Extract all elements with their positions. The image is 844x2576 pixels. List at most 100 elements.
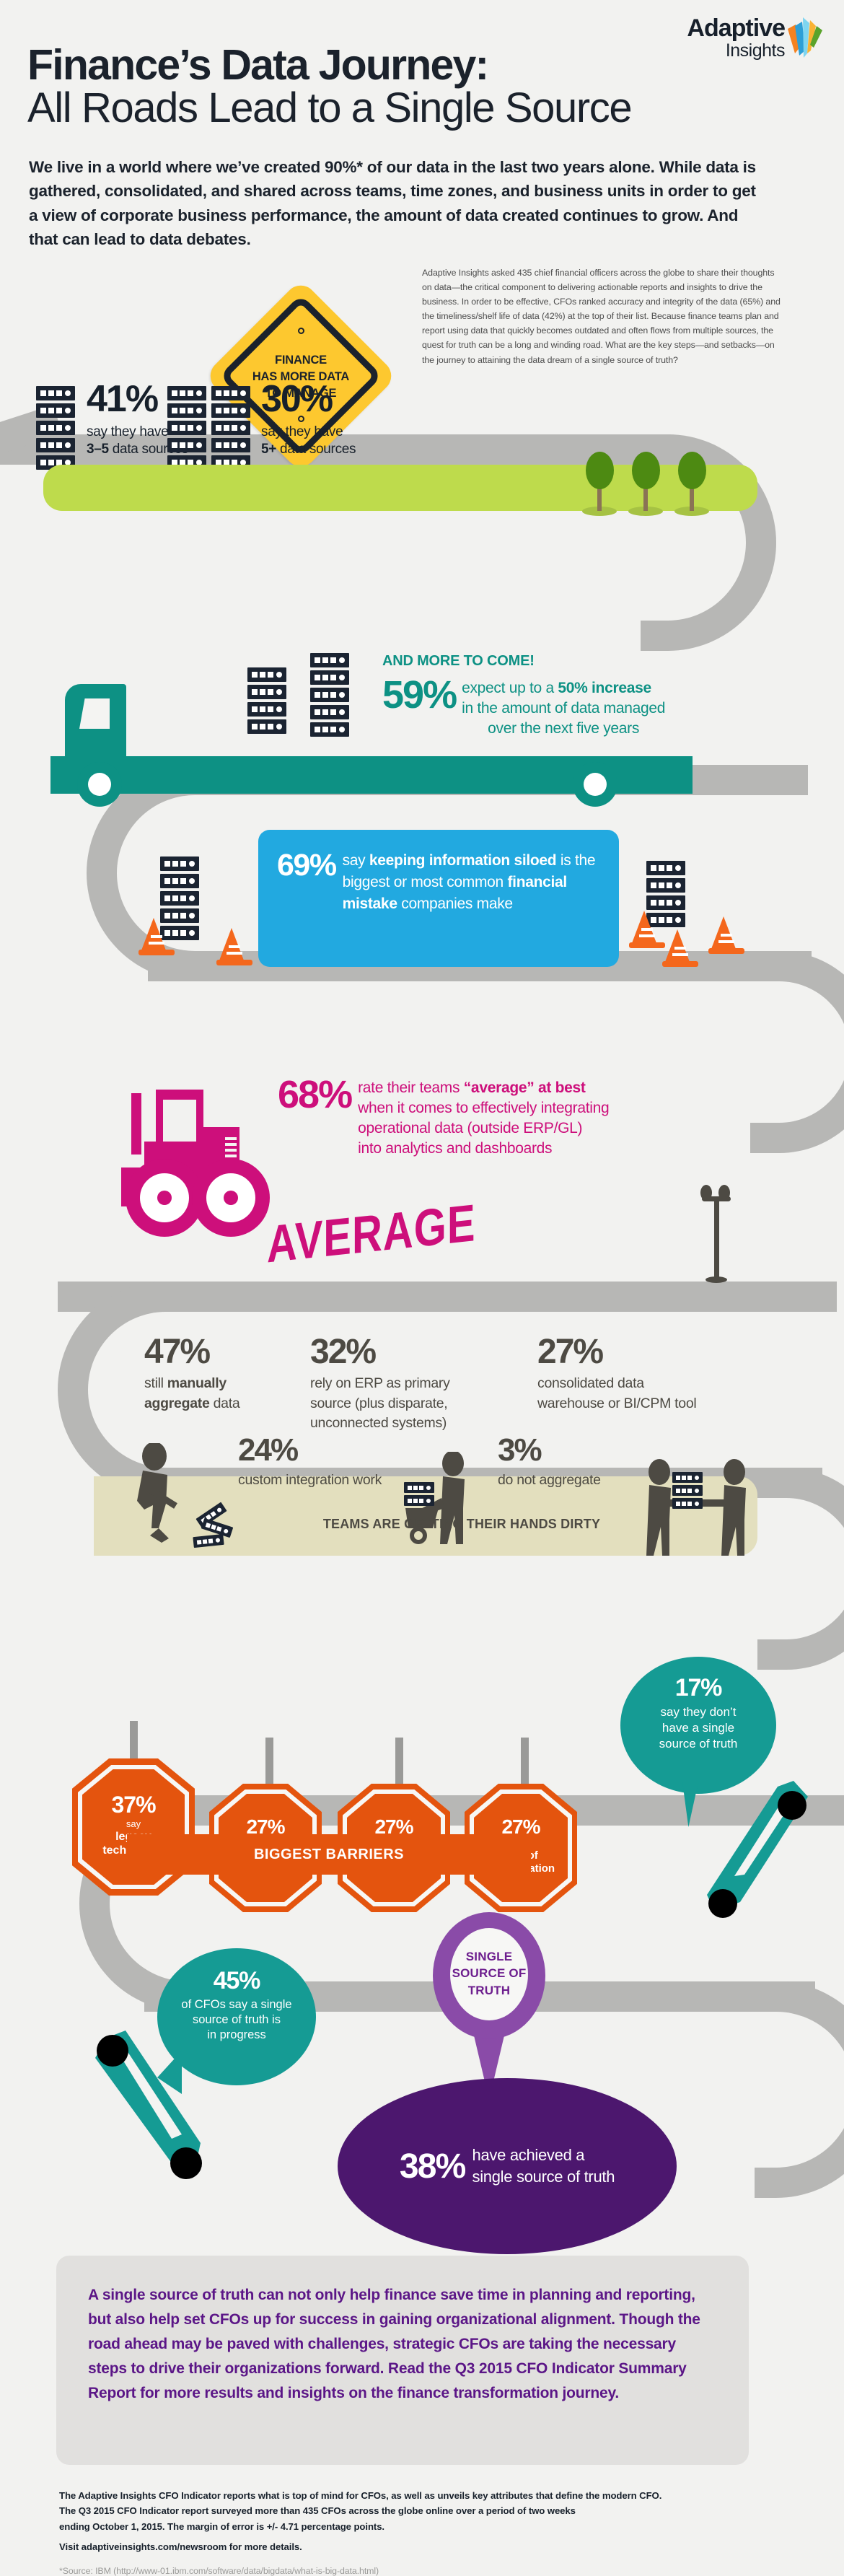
server-icon — [672, 1472, 703, 1483]
road-curve-right-3 — [757, 1468, 844, 1670]
stat-30-line1: say they have — [261, 424, 343, 439]
agg-27-label: consolidated data warehouse or BI/CPM to… — [537, 1375, 697, 1411]
server-icon — [247, 685, 286, 699]
single-source-of-truth-pin: SINGLE SOURCE OF TRUTH — [433, 1912, 545, 2104]
server-icon — [167, 421, 206, 435]
server-icon — [646, 895, 685, 910]
carried-servers — [672, 1472, 703, 1511]
agg-3-label: do not aggregate — [498, 1472, 601, 1488]
logo-wordmark: Adaptive Insights — [687, 14, 786, 60]
silo-t3b: financial mistake — [342, 873, 568, 912]
server-icon — [646, 878, 685, 893]
server-icon — [193, 1533, 224, 1548]
logo-adaptive: Adaptive — [687, 14, 786, 42]
server-icon — [247, 702, 286, 717]
footer-note-line-2: The Q3 2015 CFO Indicator report surveye… — [59, 2505, 576, 2517]
agg-stat-3: 3% do not aggregate — [498, 1434, 656, 1491]
agg-stat-47: 47% still manually aggregate data — [144, 1335, 292, 1414]
server-stack-silo-right — [646, 861, 685, 930]
car-icon-descending — [707, 1781, 808, 1918]
server-icon — [672, 1498, 703, 1509]
road-curve-right-4 — [755, 1981, 844, 2198]
stat-30-percent: 30% say they have 5+ data sources — [261, 378, 441, 459]
sign-bolt-top-icon — [298, 328, 304, 334]
server-stack-mid-a — [167, 386, 206, 473]
agg-27-value: 27% — [537, 1333, 604, 1371]
server-icon — [310, 670, 349, 685]
sign-line-3: TO MANAGE — [265, 386, 337, 400]
sign-line-1: FINANCE — [275, 354, 327, 367]
stat-38-text: have achieved a single source of truth — [472, 2145, 615, 2188]
server-icon — [36, 386, 75, 400]
stat-38-value: 38% — [399, 2147, 466, 2186]
title-line-1: Finance’s Data Journey: — [27, 41, 489, 89]
avg-line-3: operational data (outside ERP/GL) — [358, 1120, 583, 1137]
stat-41-range: 3–5 — [87, 442, 109, 457]
footer-note: The Adaptive Insights CFO Indicator repo… — [59, 2488, 781, 2534]
server-icon — [310, 705, 349, 719]
server-icon — [310, 653, 349, 667]
stat-17-value: 17% — [674, 1674, 723, 1701]
stat-30-value: 30% — [261, 378, 333, 420]
siloed-information-callout: 69% say keeping information siloed is th… — [258, 830, 619, 967]
achieved-single-source-ellipse: 38% have achieved a single source of tru… — [338, 2078, 677, 2254]
silo-t2: is the biggest or most — [342, 852, 596, 890]
pin-label: SINGLE SOURCE OF TRUTH — [450, 1948, 528, 1999]
stat-45-text: of CFOs say a single source of truth is … — [157, 1997, 316, 2043]
server-icon — [167, 438, 206, 452]
no-single-source-bubble: 17% say they don’t have a single source … — [620, 1657, 776, 1794]
stat-45-line2: source of truth is — [193, 2013, 281, 2027]
stat-69-value: 69% — [277, 848, 337, 882]
stat-30-suffix: data sources — [276, 442, 356, 457]
agg-47-post: data — [209, 1395, 240, 1411]
road-curve-right-2 — [750, 951, 844, 1153]
server-icon — [36, 438, 75, 452]
footer-visit[interactable]: Visit adaptiveinsights.com/newsroom for … — [59, 2541, 302, 2552]
truck-wheel-front — [77, 762, 122, 807]
stat-45-line3: in progress — [207, 2028, 266, 2042]
more-to-come-heading: AND MORE TO COME! — [382, 653, 535, 669]
summary-box: A single source of truth can not only he… — [56, 2256, 749, 2465]
wheelbarrow-servers — [404, 1482, 434, 1508]
biggest-barriers-banner: BIGGEST BARRIERS — [127, 1834, 531, 1875]
agg-32-label: rely on ERP as primary source (plus disp… — [310, 1375, 450, 1432]
stat-38-line1: have achieved a — [472, 2146, 585, 2165]
silo-t1b: keeping information — [369, 852, 510, 869]
server-icon — [247, 719, 286, 734]
server-icon — [646, 861, 685, 875]
server-icon — [160, 908, 199, 923]
footer-note-line-3: ending October 1, 2015. The margin of er… — [59, 2520, 384, 2532]
stat-30-range: 5+ — [261, 442, 277, 457]
avg-line-1: rate their teams “average” at best — [358, 1078, 609, 1098]
avg-line-2: when it comes to effectively integrating — [358, 1100, 610, 1117]
barrier-37-say: say — [126, 1818, 141, 1829]
server-icon — [211, 386, 250, 400]
silo-t3: common — [447, 873, 508, 890]
car-icon-ascending — [95, 2030, 202, 2179]
server-icon — [211, 438, 250, 452]
worker-wheelbarrow-icon — [405, 1452, 465, 1544]
stat-17-line1: say they don’t — [660, 1705, 737, 1719]
server-icon — [160, 891, 199, 906]
stat-59-line1: expect up to a 50% increase — [462, 678, 665, 698]
stat-69-text: say keeping information siloed is the bi… — [343, 850, 600, 914]
worker-digging-icon — [137, 1443, 177, 1543]
side-copy-paragraph: Adaptive Insights asked 435 chief financ… — [422, 268, 781, 365]
pin-hole — [450, 1928, 528, 2020]
server-icon — [160, 857, 199, 871]
agg-stat-32: 32% rely on ERP as primary source (plus … — [310, 1335, 494, 1434]
stat-41-line1: say they have — [87, 424, 169, 439]
barrier-37-value: 37% — [111, 1792, 156, 1818]
server-icon — [310, 688, 349, 702]
server-icon — [167, 403, 206, 418]
stat-30-line2: 5+ data sources — [261, 441, 441, 458]
footer-source: *Source: IBM (http://www-01.ibm.com/soft… — [59, 2566, 379, 2576]
more-to-come-block: AND MORE TO COME! 59% expect up to a 50%… — [382, 653, 743, 739]
server-stack-mid-b — [211, 386, 250, 473]
agg-32-value: 32% — [310, 1333, 377, 1371]
workers-carrying-icon — [646, 1459, 746, 1556]
truck-window — [79, 698, 110, 729]
barrier-27a-value: 27% — [246, 1815, 285, 1838]
stat-59-value: 59% — [382, 673, 457, 717]
stat-68-text: rate their teams “average” at best when … — [358, 1075, 610, 1160]
